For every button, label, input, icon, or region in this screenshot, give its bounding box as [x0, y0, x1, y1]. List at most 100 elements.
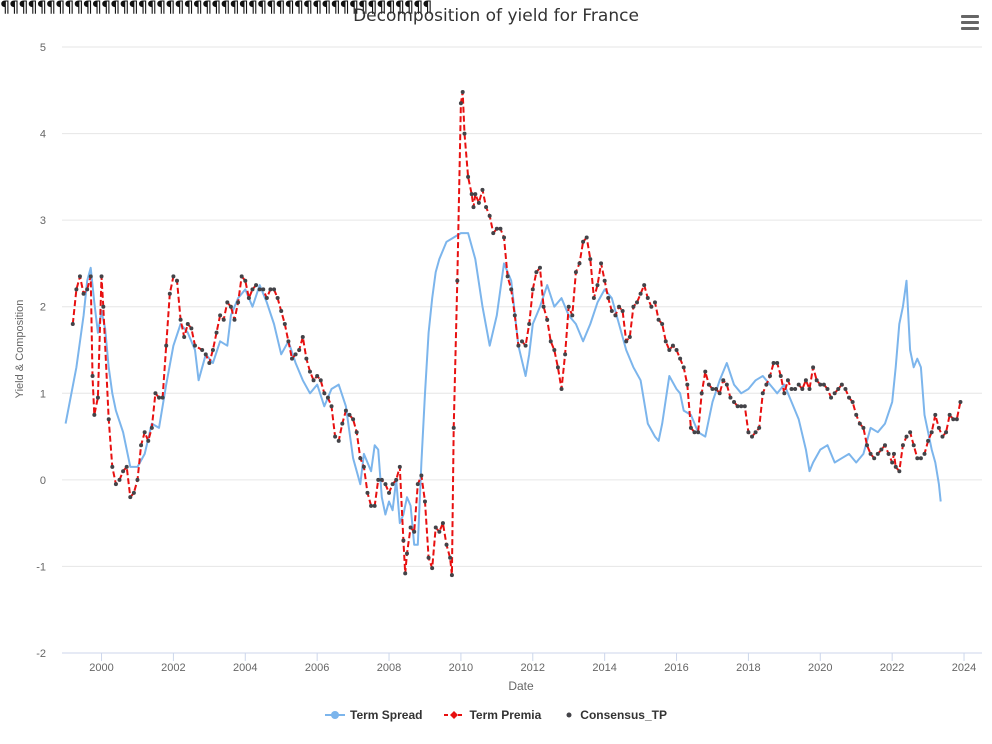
- legend-symbol-dot: [566, 712, 572, 718]
- consensus-tp-point: [466, 174, 471, 179]
- consensus-tp-point: [455, 278, 460, 283]
- consensus-tp-point: [361, 464, 366, 469]
- legend: Term Spread Term Premia Consensus_TP: [0, 708, 992, 722]
- consensus-tp-point: [440, 521, 445, 526]
- legend-item-term-premia[interactable]: Term Premia: [444, 708, 541, 722]
- consensus-tp-point: [113, 482, 118, 487]
- consensus-tp-point: [757, 425, 762, 430]
- consensus-tp-point: [516, 343, 521, 348]
- consensus-tp-point: [261, 287, 266, 292]
- consensus-tp-point: [778, 373, 783, 378]
- legend-item-term-spread[interactable]: Term Spread: [325, 708, 422, 722]
- consensus-tp-point: [70, 322, 75, 327]
- consensus-tp-point: [124, 464, 129, 469]
- consensus-tp-point: [750, 434, 754, 439]
- consensus-tp-point: [886, 451, 891, 456]
- consensus-tp-point: [185, 322, 190, 327]
- consensus-tp-point: [358, 456, 363, 461]
- x-tick-label: 2022: [880, 662, 904, 674]
- consensus-tp-point: [117, 477, 122, 482]
- consensus-tp-point: [785, 378, 790, 383]
- consensus-tp-point: [527, 322, 532, 327]
- x-tick-label: 2004: [233, 662, 257, 674]
- consensus-tp-point: [369, 503, 374, 508]
- consensus-tp-point: [915, 456, 920, 461]
- consensus-tp-point: [394, 477, 399, 482]
- consensus-tp-point: [449, 573, 454, 578]
- consensus-tp-point: [710, 386, 715, 391]
- consensus-tp-point: [703, 369, 708, 374]
- consensus-tp-point: [351, 417, 356, 422]
- consensus-tp-point: [182, 335, 187, 340]
- consensus-tp-point: [471, 205, 476, 210]
- consensus-tp-point: [548, 339, 553, 344]
- consensus-tp-point: [624, 339, 629, 344]
- x-tick-label: 2016: [664, 662, 688, 674]
- consensus-tp-point: [620, 309, 625, 314]
- consensus-tp-point: [663, 339, 668, 344]
- consensus-tp-point: [721, 378, 726, 383]
- consensus-tp-point: [243, 278, 248, 283]
- consensus-tp-point: [541, 304, 546, 309]
- consensus-tp-point: [857, 421, 862, 426]
- consensus-tp-point: [448, 555, 453, 560]
- legend-item-consensus-tp[interactable]: Consensus_TP: [563, 708, 667, 722]
- consensus-tp-point: [412, 529, 417, 534]
- consensus-tp-point: [135, 477, 140, 482]
- consensus-tp-point: [591, 296, 596, 301]
- consensus-tp-point: [433, 525, 438, 530]
- consensus-tp-point: [847, 395, 852, 400]
- consensus-tp-point: [696, 430, 701, 435]
- consensus-tp-point: [494, 226, 499, 231]
- consensus-tp-point: [491, 231, 496, 236]
- consensus-tp-point: [829, 395, 834, 400]
- consensus-tp-point: [505, 274, 510, 279]
- consensus-tp-point: [537, 265, 542, 270]
- consensus-tp-point: [347, 412, 352, 417]
- consensus-tp-point: [81, 291, 86, 296]
- consensus-tp-point: [297, 348, 302, 352]
- consensus-tp-point: [645, 296, 650, 301]
- legend-label: Term Spread: [350, 708, 423, 722]
- consensus-tp-point: [290, 356, 294, 361]
- consensus-tp-point: [742, 404, 747, 409]
- consensus-tp-point: [595, 283, 600, 288]
- consensus-tp-point: [460, 90, 465, 95]
- consensus-tp-point: [552, 348, 557, 352]
- consensus-tp-point: [613, 313, 618, 318]
- x-tick-label: 2014: [592, 662, 616, 674]
- consensus-tp-point: [688, 425, 693, 430]
- consensus-tp-point: [512, 313, 517, 318]
- consensus-tp-point: [322, 391, 327, 396]
- consensus-tp-point: [746, 430, 751, 435]
- consensus-tp-point: [728, 395, 733, 400]
- y-tick-label: -1: [36, 561, 46, 573]
- consensus-tp-point: [139, 443, 144, 448]
- consensus-tp-point: [958, 399, 963, 404]
- consensus-tp-point: [403, 571, 408, 576]
- consensus-tp-point: [530, 287, 535, 292]
- consensus-tp-point: [365, 490, 370, 495]
- hamburger-menu-icon[interactable]: [958, 12, 982, 34]
- consensus-tp-point: [563, 352, 568, 357]
- consensus-tp-point: [383, 482, 388, 487]
- consensus-tp-point: [771, 360, 776, 365]
- consensus-tp-point: [487, 213, 492, 218]
- x-tick-label: 2008: [377, 662, 401, 674]
- consensus-tp-point: [555, 365, 560, 370]
- consensus-tp-point: [933, 412, 938, 417]
- consensus-tp-point: [458, 101, 463, 106]
- consensus-tp-point: [588, 257, 593, 262]
- consensus-tp-point: [699, 391, 704, 396]
- overflow-artifact-text: ¶¶¶¶¶¶¶¶¶¶¶¶¶¶¶¶¶¶¶¶¶¶¶¶¶¶¶¶¶¶¶¶¶¶¶¶¶¶¶¶…: [0, 0, 432, 14]
- consensus-tp-point: [444, 542, 449, 547]
- consensus-tp-point: [839, 382, 844, 387]
- consensus-tp-point: [95, 395, 100, 400]
- consensus-tp-point: [717, 391, 722, 396]
- consensus-tp-point: [879, 447, 884, 452]
- consensus-tp-point: [861, 425, 866, 430]
- consensus-tp-point: [509, 287, 514, 292]
- consensus-tp-point: [692, 430, 697, 435]
- consensus-tp-point: [836, 386, 841, 391]
- consensus-tp-point: [599, 261, 604, 266]
